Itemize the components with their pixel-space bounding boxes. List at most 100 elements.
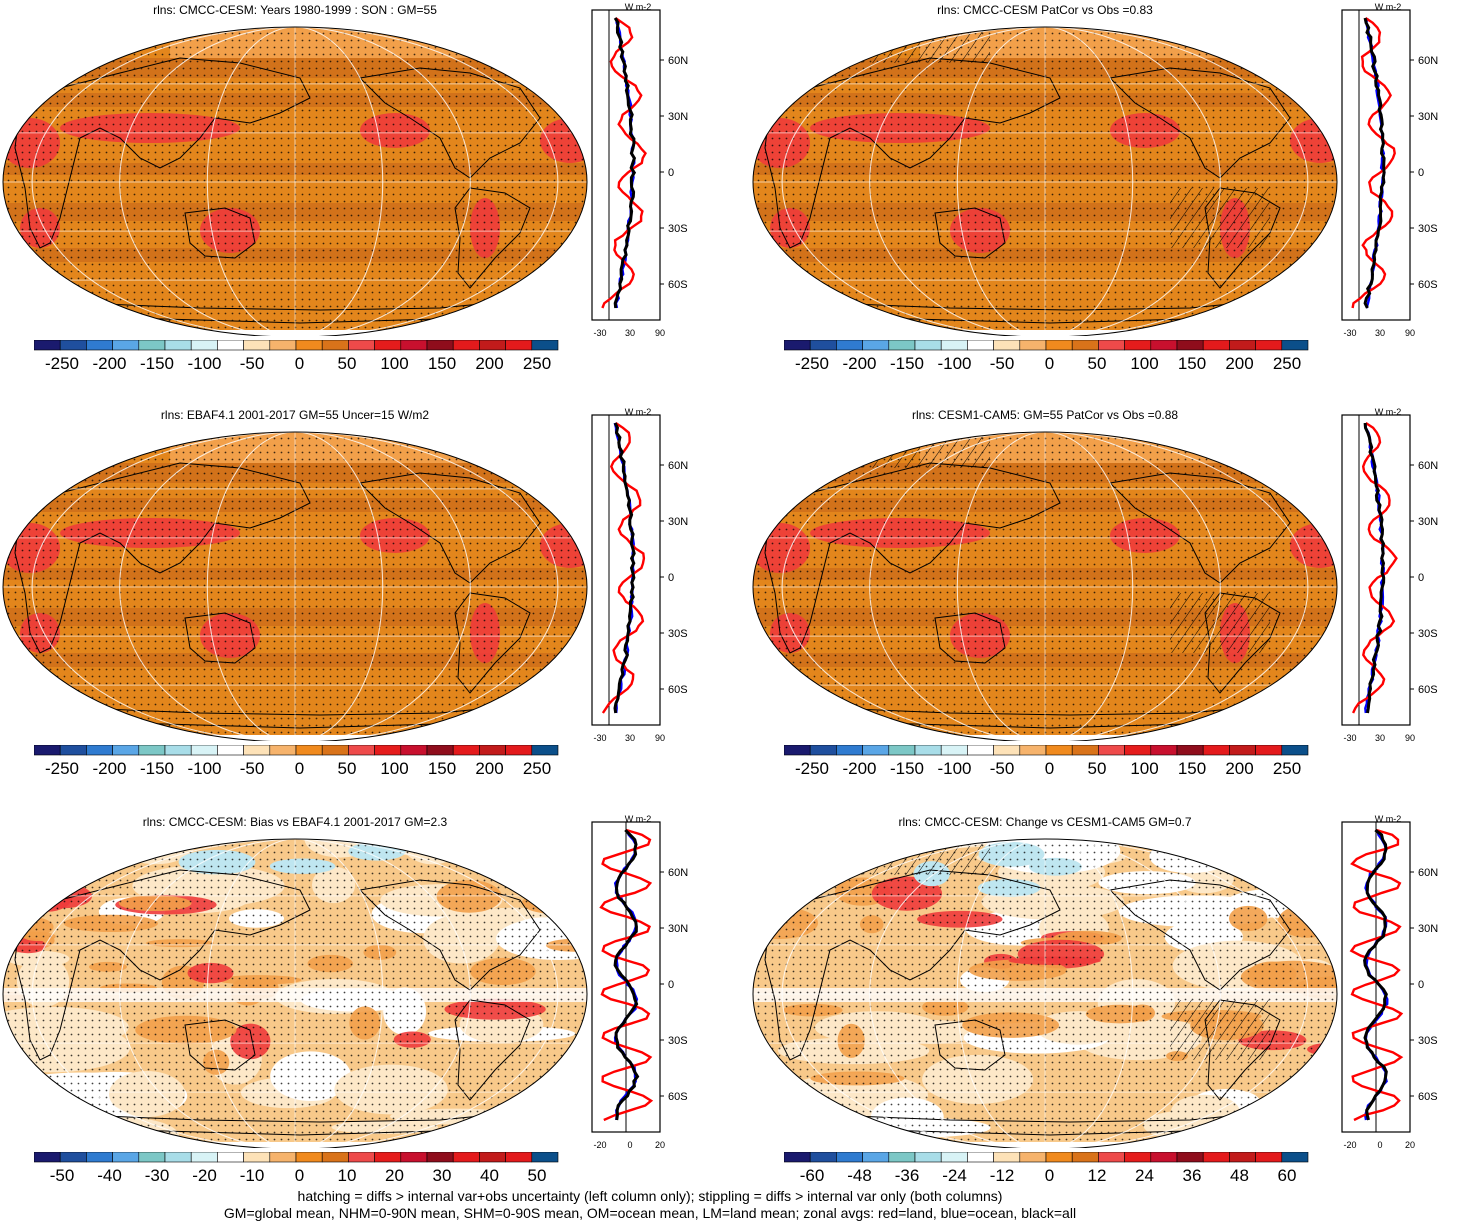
colorbar-swatch [1256,1152,1282,1162]
colorbar-swatch [1020,340,1046,350]
colorbar-swatch [889,340,915,350]
hatching [1170,1000,1270,1060]
colorbar-swatch [1046,340,1072,350]
zonal-x-tick-label: 0 [1377,1140,1382,1150]
colorbar-tick-label: -150 [140,354,174,374]
colorbar-tick-label: 10 [338,1166,357,1186]
colorbar-tick-label: 20 [385,1166,404,1186]
colorbar [784,1152,1314,1164]
colorbar-swatch [863,340,889,350]
zonal-x-tick-label: -20 [1343,1140,1356,1150]
panel-title: rlns: CMCC-CESM: Change vs CESM1-CAM5 GM… [750,815,1340,829]
colorbar-swatch [1256,340,1282,350]
colorbar-swatch [810,1152,836,1162]
zonal-frame [1342,10,1410,320]
zonal-x-tick-label: 20 [655,1140,665,1150]
colorbar-tick-label: -40 [97,1166,122,1186]
lat-tick-label: 60S [668,684,688,696]
colorbar-swatch [165,340,191,350]
colorbar-tick-label: 250 [1273,354,1301,374]
colorbar-tick-label: -150 [140,759,174,779]
colorbar-swatch [1125,745,1151,755]
colorbar-tick-label: -48 [847,1166,872,1186]
lat-tick-label: 0 [1418,167,1424,179]
colorbar-swatch [348,340,374,350]
colorbar-swatch [1072,340,1098,350]
colorbar-tick-label: 50 [1088,354,1107,374]
zonal-x-tick-label: 90 [1405,328,1415,338]
colorbar-swatch [784,745,810,755]
colorbar-swatch [191,340,217,350]
colorbar-swatch [296,1152,322,1162]
colorbar-swatch [348,1152,374,1162]
zonal-x-tick-label: -30 [593,328,606,338]
colorbar-tick-label: 100 [1130,354,1158,374]
colorbar [784,745,1314,757]
colorbar-tick-label: 40 [480,1166,499,1186]
colorbar-swatch [86,745,112,755]
lat-tick-label: 30N [668,516,688,528]
zonal-unit-label: W m-2 [1375,407,1402,417]
colorbar-swatch [1203,745,1229,755]
colorbar-tick-label: 100 [380,354,408,374]
lat-tick-label: 30N [1418,923,1438,935]
colorbar-tick-label: -250 [795,354,829,374]
colorbar-swatch [113,745,139,755]
lat-tick-label: 30N [1418,516,1438,528]
colorbar-swatch [453,1152,479,1162]
colorbar-swatch [270,1152,296,1162]
colorbar-swatch [915,745,941,755]
zonal-unit-label: W m-2 [625,407,652,417]
colorbar-tick-label: 100 [1130,759,1158,779]
colorbar-swatch [1125,340,1151,350]
colorbar-tick-label: 12 [1088,1166,1107,1186]
footnote: hatching = diffs > internal var+obs unce… [0,1188,1300,1222]
colorbar-swatch [217,1152,243,1162]
colorbar-tick-label: -200 [842,759,876,779]
panel-title: rlns: EBAF4.1 2001-2017 GM=55 Uncer=15 W… [0,408,590,422]
colorbar-swatch [784,340,810,350]
colorbar-swatch [270,745,296,755]
panel-3: rlns: EBAF4.1 2001-2017 GM=55 Uncer=15 W… [0,405,730,805]
lat-tick-label: 60S [1418,684,1438,696]
colorbar-tick-label: 36 [1183,1166,1202,1186]
colorbar-swatch [86,1152,112,1162]
zonal-x-tick-label: 0 [627,1140,632,1150]
colorbar-tick-label: 200 [475,759,503,779]
colorbar-tick-label: -200 [92,759,126,779]
colorbar-tick-label: 60 [1278,1166,1297,1186]
colorbar-tick-label: -30 [145,1166,170,1186]
colorbar-tick-label: -60 [800,1166,825,1186]
panel-title: rlns: CMCC-CESM PatCor vs Obs =0.83 [750,3,1340,17]
colorbar-swatch [863,1152,889,1162]
colorbar-swatch [296,340,322,350]
colorbar-swatch [1046,1152,1072,1162]
lat-tick-label: 60N [1418,460,1438,472]
colorbar-swatch [244,340,270,350]
colorbar-tick-label: 150 [428,354,456,374]
colorbar [34,745,564,757]
zonal-x-tick-label: 90 [655,733,665,743]
colorbar-swatch [86,340,112,350]
colorbar-swatch [296,745,322,755]
hatching [850,423,990,468]
colorbar-tick-label: -10 [240,1166,265,1186]
colorbar-swatch [113,340,139,350]
colorbar-swatch [139,340,165,350]
colorbar-swatch [322,745,348,755]
zonal-x-tick-label: 30 [1375,328,1385,338]
panel-title: rlns: CMCC-CESM: Years 1980-1999 : SON :… [0,3,590,17]
zonal-x-tick-label: 20 [1405,1140,1415,1150]
lat-tick-label: 0 [668,979,674,991]
colorbar-tick-label: -100 [937,759,971,779]
colorbar-swatch [994,340,1020,350]
colorbar-tick-label: 50 [528,1166,547,1186]
colorbar-tick-label: -50 [990,759,1015,779]
lat-tick-label: 60N [668,55,688,67]
colorbar-swatch [863,745,889,755]
colorbar-swatch [479,340,505,350]
